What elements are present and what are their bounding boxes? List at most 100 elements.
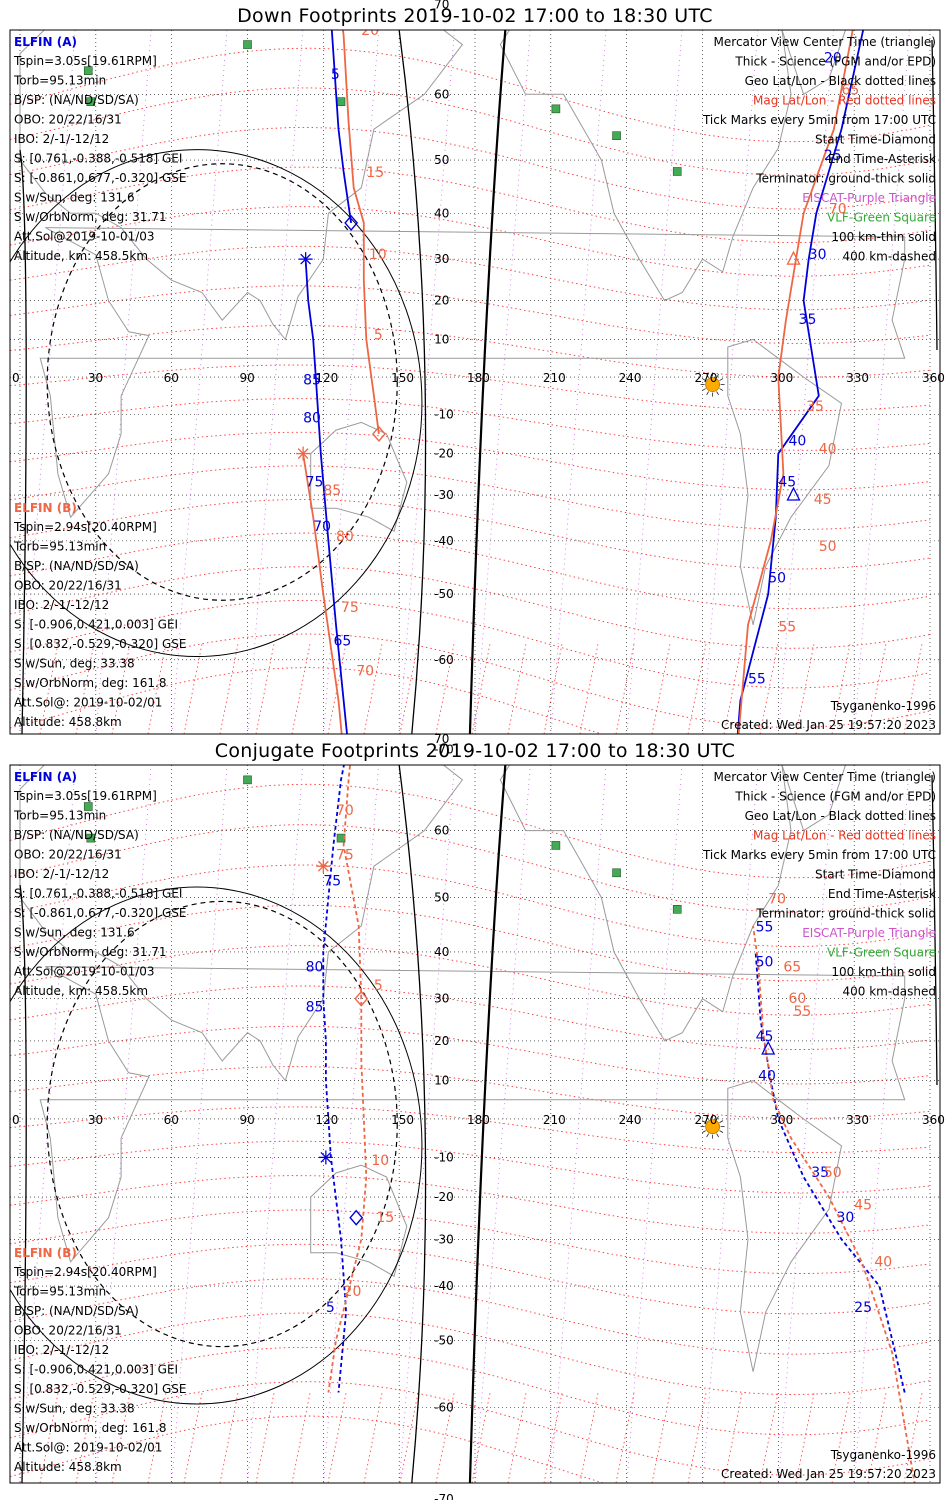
vlf-station-marker xyxy=(243,40,252,49)
mag-parallel xyxy=(10,783,931,879)
latitude-tick-label: -60 xyxy=(434,1400,454,1414)
elfin-a-info-line: Tspin=3.05s[19.61RPM] xyxy=(13,54,157,68)
elfin-a-info-line: Att.Sol@2019-10-01/03 xyxy=(14,230,155,244)
legend-line: Tick Marks every 5min from 17:00 UTC xyxy=(702,848,936,862)
elfin-b-info-line: IBO: 2/-1/-12/12 xyxy=(14,598,109,612)
elfin-a-info-line: S: [-0.861,0.677,-0.320] GSE xyxy=(14,906,187,920)
elfin-a-time-label: 25 xyxy=(854,1300,872,1316)
latitude-tick-label: 30 xyxy=(434,992,449,1006)
sun-ray xyxy=(716,1116,719,1120)
longitude-tick-label: 180 xyxy=(467,371,490,385)
mag-parallel xyxy=(10,324,931,378)
elfin-b-time-label: 50 xyxy=(824,1165,842,1181)
mag-fan-line xyxy=(759,1392,779,1483)
latitude-tick-label: 60 xyxy=(434,87,449,101)
longitude-tick-label: 270 xyxy=(695,1113,718,1127)
map-area: 7580855555045403530257075510152070656055… xyxy=(10,765,940,1483)
elfin-a-time-label: 5 xyxy=(331,67,340,83)
mag-fan-line xyxy=(255,1392,275,1483)
latitude-tick-label: -40 xyxy=(434,1279,454,1293)
elfin-b-time-label: 10 xyxy=(369,247,387,263)
sun-icon xyxy=(705,1119,721,1135)
mag-parallel xyxy=(10,532,931,610)
elfin-b-time-label: 15 xyxy=(376,1210,394,1226)
elfin-a-time-label: 20 xyxy=(824,50,842,66)
mag-fan-line xyxy=(507,1392,527,1483)
mag-fan-line xyxy=(579,643,599,734)
longitude-tick-label: 240 xyxy=(619,371,642,385)
mag-fan-line xyxy=(651,643,671,734)
elfin-a-time-label: 85 xyxy=(303,373,321,389)
fov-100km-ellipse xyxy=(10,149,423,657)
elfin-b-info-line: B/SP: (NA/ND/SD/SA) xyxy=(14,1304,139,1318)
mag-parallel xyxy=(10,398,931,451)
vlf-station-marker xyxy=(86,97,96,106)
sun-ray xyxy=(719,388,724,391)
elfin-b-time-label: 70 xyxy=(336,803,354,819)
latitude-tick-label: 10 xyxy=(434,332,449,346)
elfin-a-time-label: 75 xyxy=(323,873,341,889)
latitude-tick-label: -40 xyxy=(434,534,454,548)
latitude-tick-label: -20 xyxy=(434,447,454,461)
longitude-tick-label: 300 xyxy=(770,1113,793,1127)
mag-fan-line xyxy=(651,1392,671,1483)
elfin-a-time-label: 45 xyxy=(778,474,796,490)
start-time-diamond xyxy=(349,1209,364,1226)
continent-outline xyxy=(499,765,792,1042)
elfin-b-track xyxy=(737,30,854,734)
legend-line: Terminator: ground-thick solid xyxy=(755,907,936,921)
terminator-line xyxy=(398,30,427,734)
map-frame xyxy=(9,764,941,1484)
sun-ray xyxy=(706,373,709,378)
vlf-station-marker xyxy=(243,775,252,785)
longitude-tick-label: 330 xyxy=(846,1113,869,1127)
mag-fan-line xyxy=(723,643,743,734)
elfin-b-info-line: Att.Sol@: 2019-10-02/01 xyxy=(14,696,162,710)
legend-line: Geo Lat/Lon - Black dotted lines xyxy=(745,809,936,823)
elfin-a-time-label: 75 xyxy=(306,474,324,490)
mag-meridian xyxy=(702,765,759,1483)
start-time-diamond xyxy=(354,990,369,1007)
elfin-b-info-line: Att.Sol@: 2019-10-02/01 xyxy=(14,1440,162,1454)
mag-fan-line xyxy=(831,643,851,734)
legend-line: EISCAT-Purple Triangle xyxy=(802,926,936,940)
mag-fan-line xyxy=(471,1392,491,1483)
latitude-tick-label: 40 xyxy=(434,206,449,220)
latitude-tick-label: 50 xyxy=(434,891,449,905)
elfin-a-time-label: 40 xyxy=(758,1069,776,1085)
elfin-b-info-line: S w/Sun, deg: 33.38 xyxy=(14,1401,135,1415)
sun-ray xyxy=(706,1133,709,1138)
end-time-asterisk xyxy=(317,860,329,872)
latitude-tick-label: 20 xyxy=(434,1034,449,1048)
model-label: Tsyganenko-1996 xyxy=(830,1448,936,1462)
longitude-tick-label: 60 xyxy=(164,371,179,385)
elfin-b-info-line: Torb=95.13min xyxy=(13,540,106,554)
latitude-tick-label: -30 xyxy=(434,488,454,502)
mag-parallel xyxy=(10,1312,931,1395)
mag-fan-line xyxy=(435,1392,455,1483)
elfin-b-time-label: 20 xyxy=(344,1284,362,1300)
elfin-b-info-line: OBO: 20/22/16/31 xyxy=(14,1323,122,1337)
elfin-a-time-label: 35 xyxy=(799,312,817,328)
elfin-a-info-line: B/SP: (NA/ND/SD/SA) xyxy=(14,93,139,107)
mag-meridian xyxy=(474,765,531,1483)
center-time-triangle xyxy=(761,1040,776,1055)
elfin-a-time-label: 40 xyxy=(788,434,806,450)
mag-parallel xyxy=(10,206,931,277)
fov-100km-ellipse xyxy=(10,886,423,1405)
elfin-a-time-label: 35 xyxy=(811,1165,829,1181)
mag-fan-line xyxy=(867,1392,887,1483)
fov-400km-ellipse xyxy=(46,163,398,601)
elfin-b-time-label: 70 xyxy=(768,892,786,908)
longitude-tick-label: 180 xyxy=(467,1113,490,1127)
mag-fan-line xyxy=(903,643,923,734)
elfin-b-time-label: 15 xyxy=(366,165,384,181)
legend-line: Terminator: ground-thick solid xyxy=(755,172,936,186)
vlf-station-marker xyxy=(672,904,682,914)
elfin-a-time-label: 55 xyxy=(748,671,766,687)
continent-outline xyxy=(781,30,847,96)
legend-line: Thick - Science (FGM and/or EPD) xyxy=(734,790,936,804)
elfin-a-header: ELFIN (A) xyxy=(14,35,77,49)
elfin-a-info-line: Att.Sol@2019-10-01/03 xyxy=(14,965,155,979)
